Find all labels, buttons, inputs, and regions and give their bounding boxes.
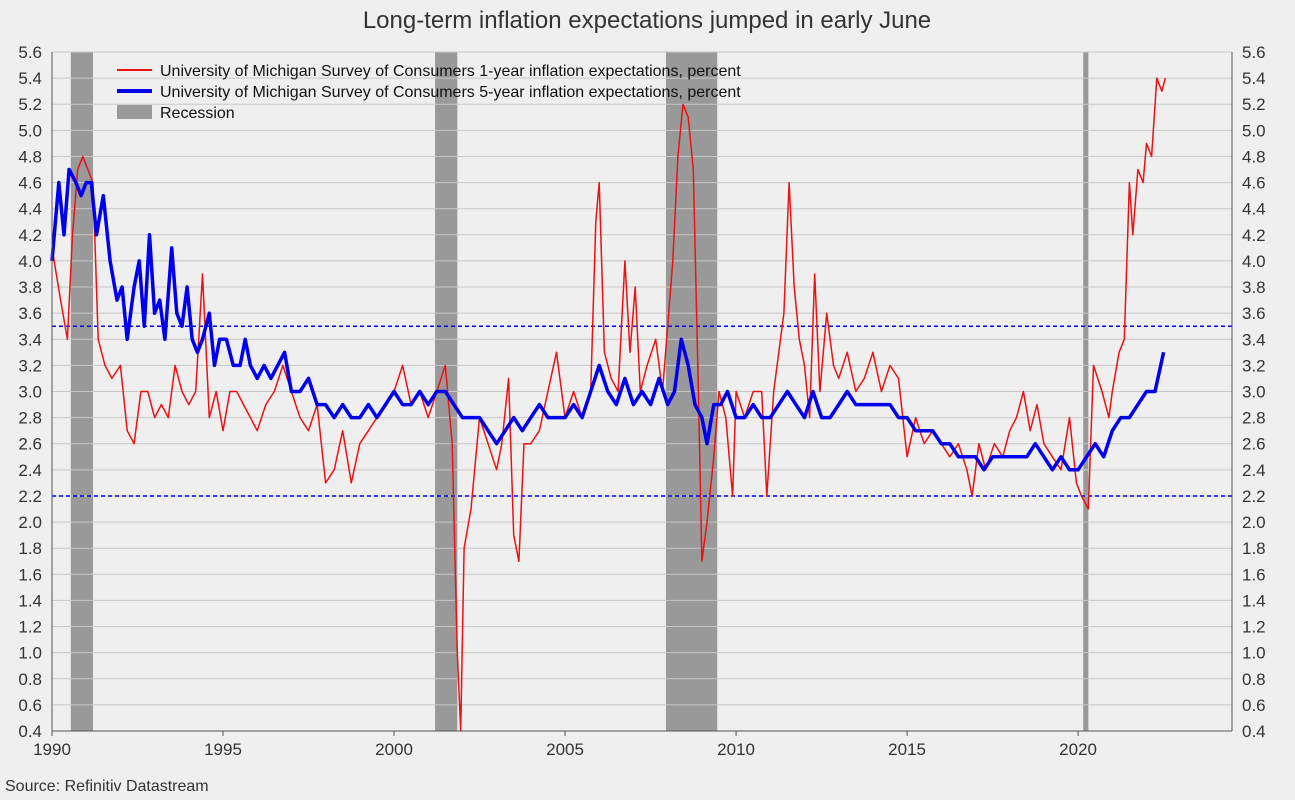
y-tick-left-24: 5.2 bbox=[18, 95, 42, 114]
y-tick-right-4: 1.2 bbox=[1242, 618, 1266, 637]
series-line-one-year bbox=[51, 77, 1167, 732]
y-tick-right-26: 5.6 bbox=[1242, 43, 1266, 62]
y-tick-left-6: 1.6 bbox=[18, 565, 42, 584]
y-tick-right-12: 2.8 bbox=[1242, 409, 1266, 428]
x-tick-1: 1995 bbox=[204, 740, 242, 759]
legend-swatch-recession bbox=[117, 105, 152, 119]
y-tick-left-4: 1.2 bbox=[18, 618, 42, 637]
y-tick-right-7: 1.8 bbox=[1242, 539, 1266, 558]
y-tick-right-11: 2.6 bbox=[1242, 435, 1266, 454]
legend: University of Michigan Survey of Consume… bbox=[117, 63, 741, 122]
y-tick-left-19: 4.2 bbox=[18, 226, 42, 245]
y-tick-left-13: 3.0 bbox=[18, 383, 42, 402]
y-tick-right-6: 1.6 bbox=[1242, 565, 1266, 584]
y-tick-left-12: 2.8 bbox=[18, 409, 42, 428]
source-note: Source: Refinitiv Datastream bbox=[5, 778, 209, 795]
x-tick-6: 2020 bbox=[1059, 740, 1097, 759]
y-tick-left-14: 3.2 bbox=[18, 356, 42, 375]
y-tick-left-26: 5.6 bbox=[18, 43, 42, 62]
y-tick-left-21: 4.6 bbox=[18, 174, 42, 193]
y-tick-left-0: 0.4 bbox=[18, 722, 42, 741]
y-tick-right-20: 4.4 bbox=[1242, 200, 1266, 219]
y-tick-right-8: 2.0 bbox=[1242, 513, 1266, 532]
y-tick-right-22: 4.8 bbox=[1242, 147, 1266, 166]
y-tick-left-9: 2.2 bbox=[18, 487, 42, 506]
y-tick-left-1: 0.6 bbox=[18, 696, 42, 715]
y-tick-right-10: 2.4 bbox=[1242, 461, 1266, 480]
x-tick-0: 1990 bbox=[33, 740, 71, 759]
y-tick-left-10: 2.4 bbox=[18, 461, 42, 480]
y-tick-right-13: 3.0 bbox=[1242, 383, 1266, 402]
legend-label-recession: Recession bbox=[160, 105, 235, 122]
x-tick-3: 2005 bbox=[546, 740, 584, 759]
y-tick-right-9: 2.2 bbox=[1242, 487, 1266, 506]
chart-title: Long-term inflation expectations jumped … bbox=[363, 7, 931, 34]
y-tick-left-23: 5.0 bbox=[18, 121, 42, 140]
y-tick-right-1: 0.6 bbox=[1242, 696, 1266, 715]
legend-label-five-year: University of Michigan Survey of Consume… bbox=[160, 84, 741, 101]
y-tick-left-8: 2.0 bbox=[18, 513, 42, 532]
series-lines bbox=[50, 77, 1167, 732]
y-tick-right-0: 0.4 bbox=[1242, 722, 1266, 741]
y-tick-right-19: 4.2 bbox=[1242, 226, 1266, 245]
y-tick-right-14: 3.2 bbox=[1242, 356, 1266, 375]
axes: 0.4 0.4 0.6 0.6 0.8 0.8 1.0 1.0 1.2 1.2 1.4 1.4 1.6 1… bbox=[18, 43, 1265, 759]
y-tick-right-21: 4.6 bbox=[1242, 174, 1266, 193]
y-tick-right-25: 5.4 bbox=[1242, 69, 1266, 88]
y-tick-left-16: 3.6 bbox=[18, 304, 42, 323]
y-tick-left-3: 1.0 bbox=[18, 644, 42, 663]
y-tick-right-15: 3.4 bbox=[1242, 330, 1266, 349]
y-tick-right-23: 5.0 bbox=[1242, 121, 1266, 140]
y-tick-left-22: 4.8 bbox=[18, 147, 42, 166]
y-tick-left-20: 4.4 bbox=[18, 200, 42, 219]
x-tick-4: 2010 bbox=[717, 740, 755, 759]
y-tick-right-16: 3.6 bbox=[1242, 304, 1266, 323]
y-tick-left-2: 0.8 bbox=[18, 670, 42, 689]
series-line-five-year bbox=[50, 167, 1166, 472]
y-tick-right-2: 0.8 bbox=[1242, 670, 1266, 689]
y-tick-left-25: 5.4 bbox=[18, 69, 42, 88]
reference-lines bbox=[52, 325, 1232, 497]
gridlines bbox=[52, 51, 1232, 732]
y-tick-left-18: 4.0 bbox=[18, 252, 42, 271]
y-tick-left-11: 2.6 bbox=[18, 435, 42, 454]
y-tick-left-17: 3.8 bbox=[18, 278, 42, 297]
x-tick-5: 2015 bbox=[888, 740, 926, 759]
y-tick-right-5: 1.4 bbox=[1242, 591, 1266, 610]
x-tick-2: 2000 bbox=[375, 740, 413, 759]
legend-label-one-year: University of Michigan Survey of Consume… bbox=[160, 63, 741, 80]
y-tick-right-17: 3.8 bbox=[1242, 278, 1266, 297]
y-tick-left-7: 1.8 bbox=[18, 539, 42, 558]
y-tick-left-15: 3.4 bbox=[18, 330, 42, 349]
y-tick-right-24: 5.2 bbox=[1242, 95, 1266, 114]
y-tick-left-5: 1.4 bbox=[18, 591, 42, 610]
y-tick-right-18: 4.0 bbox=[1242, 252, 1266, 271]
y-tick-right-3: 1.0 bbox=[1242, 644, 1266, 663]
